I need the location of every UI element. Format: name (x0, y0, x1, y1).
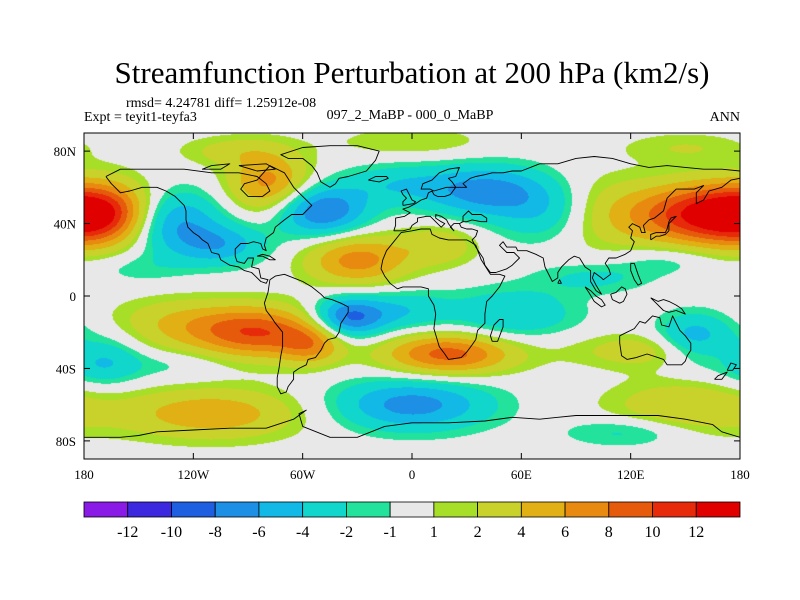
colorbar-swatch-12 (608, 501, 653, 518)
coastline-14 (714, 371, 728, 380)
coastline-10 (584, 286, 606, 308)
colorbar-swatch-14 (695, 501, 741, 518)
colorbar-label-1: -10 (161, 524, 182, 541)
colorbar-label-13: 12 (688, 524, 704, 541)
coastline-5 (280, 145, 380, 188)
colorbar-label-11: 8 (605, 524, 613, 541)
y-tick-label-3: 40S (56, 361, 76, 376)
y-tick-label-2: 0 (70, 289, 77, 304)
x-axis: 180 120W 60W 0 60E 120E 180 (74, 133, 750, 482)
colorbar-label-5: -2 (340, 524, 353, 541)
period-label: 097_2_MaBP - 000_0_MaBP (327, 108, 494, 123)
stats-text: rmsd= 4.24781 diff= 1.25912e-08 (126, 96, 316, 111)
x-tick-label-4: 60E (511, 467, 532, 482)
coastline-20 (557, 279, 562, 284)
colorbar-label-7: 1 (430, 524, 438, 541)
colorbar-swatch-2 (171, 501, 216, 518)
coastlines (84, 145, 740, 438)
y-tick-label-4: 80S (56, 434, 76, 449)
y-tick-label-0: 80N (54, 144, 77, 159)
colorbar-swatch-5 (302, 501, 347, 518)
coastline-15 (368, 176, 389, 183)
colorbar-label-3: -6 (252, 524, 265, 541)
colorbar-swatch-9 (477, 501, 522, 518)
x-tick-label-2: 60W (290, 467, 316, 482)
coastline-3 (393, 156, 740, 295)
coastline-12 (650, 297, 686, 315)
colorbar-label-2: -8 (209, 524, 222, 541)
colorbar-swatch-0 (83, 501, 129, 518)
coastline-18 (238, 163, 276, 172)
x-tick-label-3: 0 (409, 467, 416, 482)
coastline-8 (400, 188, 417, 206)
coastline-0 (105, 165, 313, 284)
colorbar-label-0: -12 (117, 524, 138, 541)
coastline-2 (380, 228, 506, 360)
x-tick-label-0: 180 (74, 467, 94, 482)
colorbar-swatch-6 (345, 501, 391, 518)
colorbar-swatch-7 (389, 501, 435, 518)
colorbar: -12 -10 -8 -6 -4 -2 -1 1 2 4 6 8 10 12 (83, 501, 741, 541)
streamfunction-field (84, 133, 740, 459)
colorbar-swatch-10 (520, 501, 566, 518)
colorbar-swatch-11 (564, 501, 610, 518)
colorbar-label-10: 6 (561, 524, 569, 541)
chart-title: Streamfunction Perturbation at 200 hPa (… (115, 55, 710, 90)
coastline-11 (610, 286, 628, 304)
colorbar-swatch-13 (652, 501, 697, 518)
coastline-13 (726, 362, 737, 371)
coastline-7 (489, 319, 504, 342)
colorbar-label-6: -1 (383, 524, 396, 541)
colorbar-label-12: 10 (645, 524, 661, 541)
colorbar-label-9: 4 (517, 524, 525, 541)
coastline-17 (630, 262, 643, 286)
coastline-16 (256, 253, 276, 261)
coastline-4 (619, 315, 692, 366)
colorbar-swatch-3 (214, 501, 260, 518)
colorbar-label-4: -4 (296, 524, 309, 541)
season-label: ANN (710, 110, 740, 125)
colorbar-swatch-8 (433, 501, 479, 518)
colorbar-swatch-1 (127, 501, 172, 518)
x-tick-label-5: 120E (617, 467, 645, 482)
coastline-1 (263, 273, 349, 395)
x-tick-label-6: 180 (730, 467, 750, 482)
coastline-6 (84, 409, 740, 438)
colorbar-swatch-4 (258, 501, 304, 518)
coastline-19 (201, 163, 231, 170)
x-tick-label-1: 120W (177, 467, 210, 482)
experiment-label: Expt = teyit1-teyfa3 (84, 110, 197, 125)
colorbar-label-8: 2 (474, 524, 482, 541)
plot-area (84, 133, 740, 459)
y-axis: 80N 40N 0 40S 80S (54, 144, 740, 449)
y-tick-label-1: 40N (54, 217, 77, 232)
coastline-9 (650, 215, 677, 241)
